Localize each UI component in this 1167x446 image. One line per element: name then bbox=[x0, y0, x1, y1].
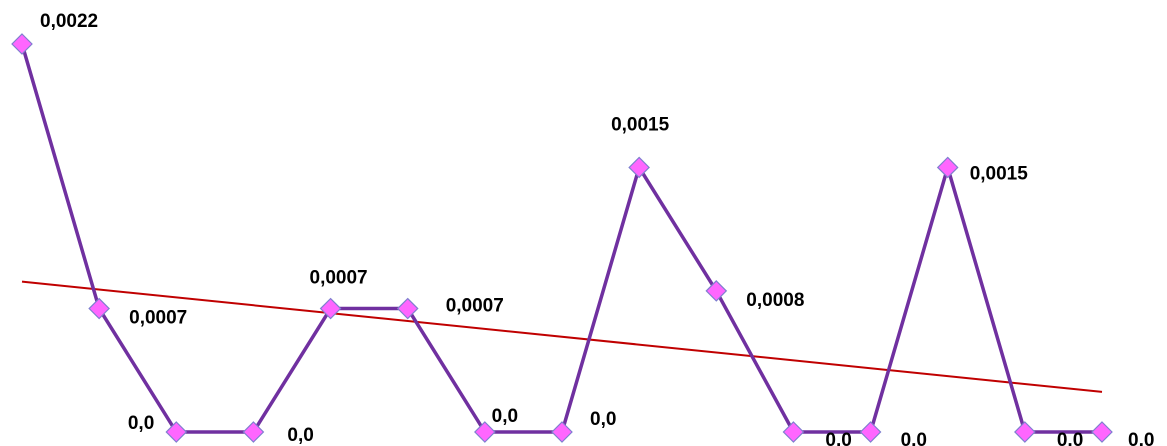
trendline-layer bbox=[21, 280, 1103, 393]
data-label: 0,0 bbox=[128, 413, 154, 434]
data-label: 0,0007 bbox=[129, 308, 187, 329]
data-label: 0,0007 bbox=[446, 296, 504, 317]
data-label: 0,0015 bbox=[611, 114, 670, 135]
data-point-marker bbox=[1091, 421, 1113, 443]
data-point-marker bbox=[936, 156, 959, 179]
series-line-layer bbox=[20, 43, 1102, 434]
data-point-marker bbox=[551, 421, 573, 443]
data-label: 0,0 bbox=[901, 430, 927, 446]
data-point-marker bbox=[859, 421, 882, 443]
data-point-marker bbox=[705, 280, 728, 302]
data-label: 0,0 bbox=[1057, 430, 1083, 446]
data-label: 0,0 bbox=[492, 406, 518, 427]
data-point-marker bbox=[165, 421, 188, 443]
data-label: 0,0 bbox=[287, 425, 313, 446]
data-label: 0,0008 bbox=[746, 290, 804, 311]
data-point-marker bbox=[242, 421, 265, 443]
data-point-marker bbox=[628, 156, 650, 179]
series-line bbox=[20, 43, 1102, 434]
data-label: 0,0 bbox=[1128, 430, 1154, 446]
data-point-marker bbox=[396, 297, 419, 320]
data-point-marker bbox=[782, 421, 805, 443]
marker-layer bbox=[11, 33, 1113, 443]
data-point-marker bbox=[1014, 421, 1036, 443]
data-label: 0,0007 bbox=[310, 268, 368, 289]
data-label: 0,0 bbox=[590, 409, 616, 430]
trendline bbox=[21, 280, 1103, 393]
data-label: 0,0015 bbox=[970, 163, 1029, 184]
data-point-marker bbox=[88, 297, 110, 320]
data-label: 0,0 bbox=[825, 430, 851, 446]
data-point-marker bbox=[11, 33, 33, 55]
data-point-marker bbox=[319, 297, 342, 320]
data-point-marker bbox=[474, 421, 496, 443]
data-label: 0,0022 bbox=[40, 11, 98, 32]
